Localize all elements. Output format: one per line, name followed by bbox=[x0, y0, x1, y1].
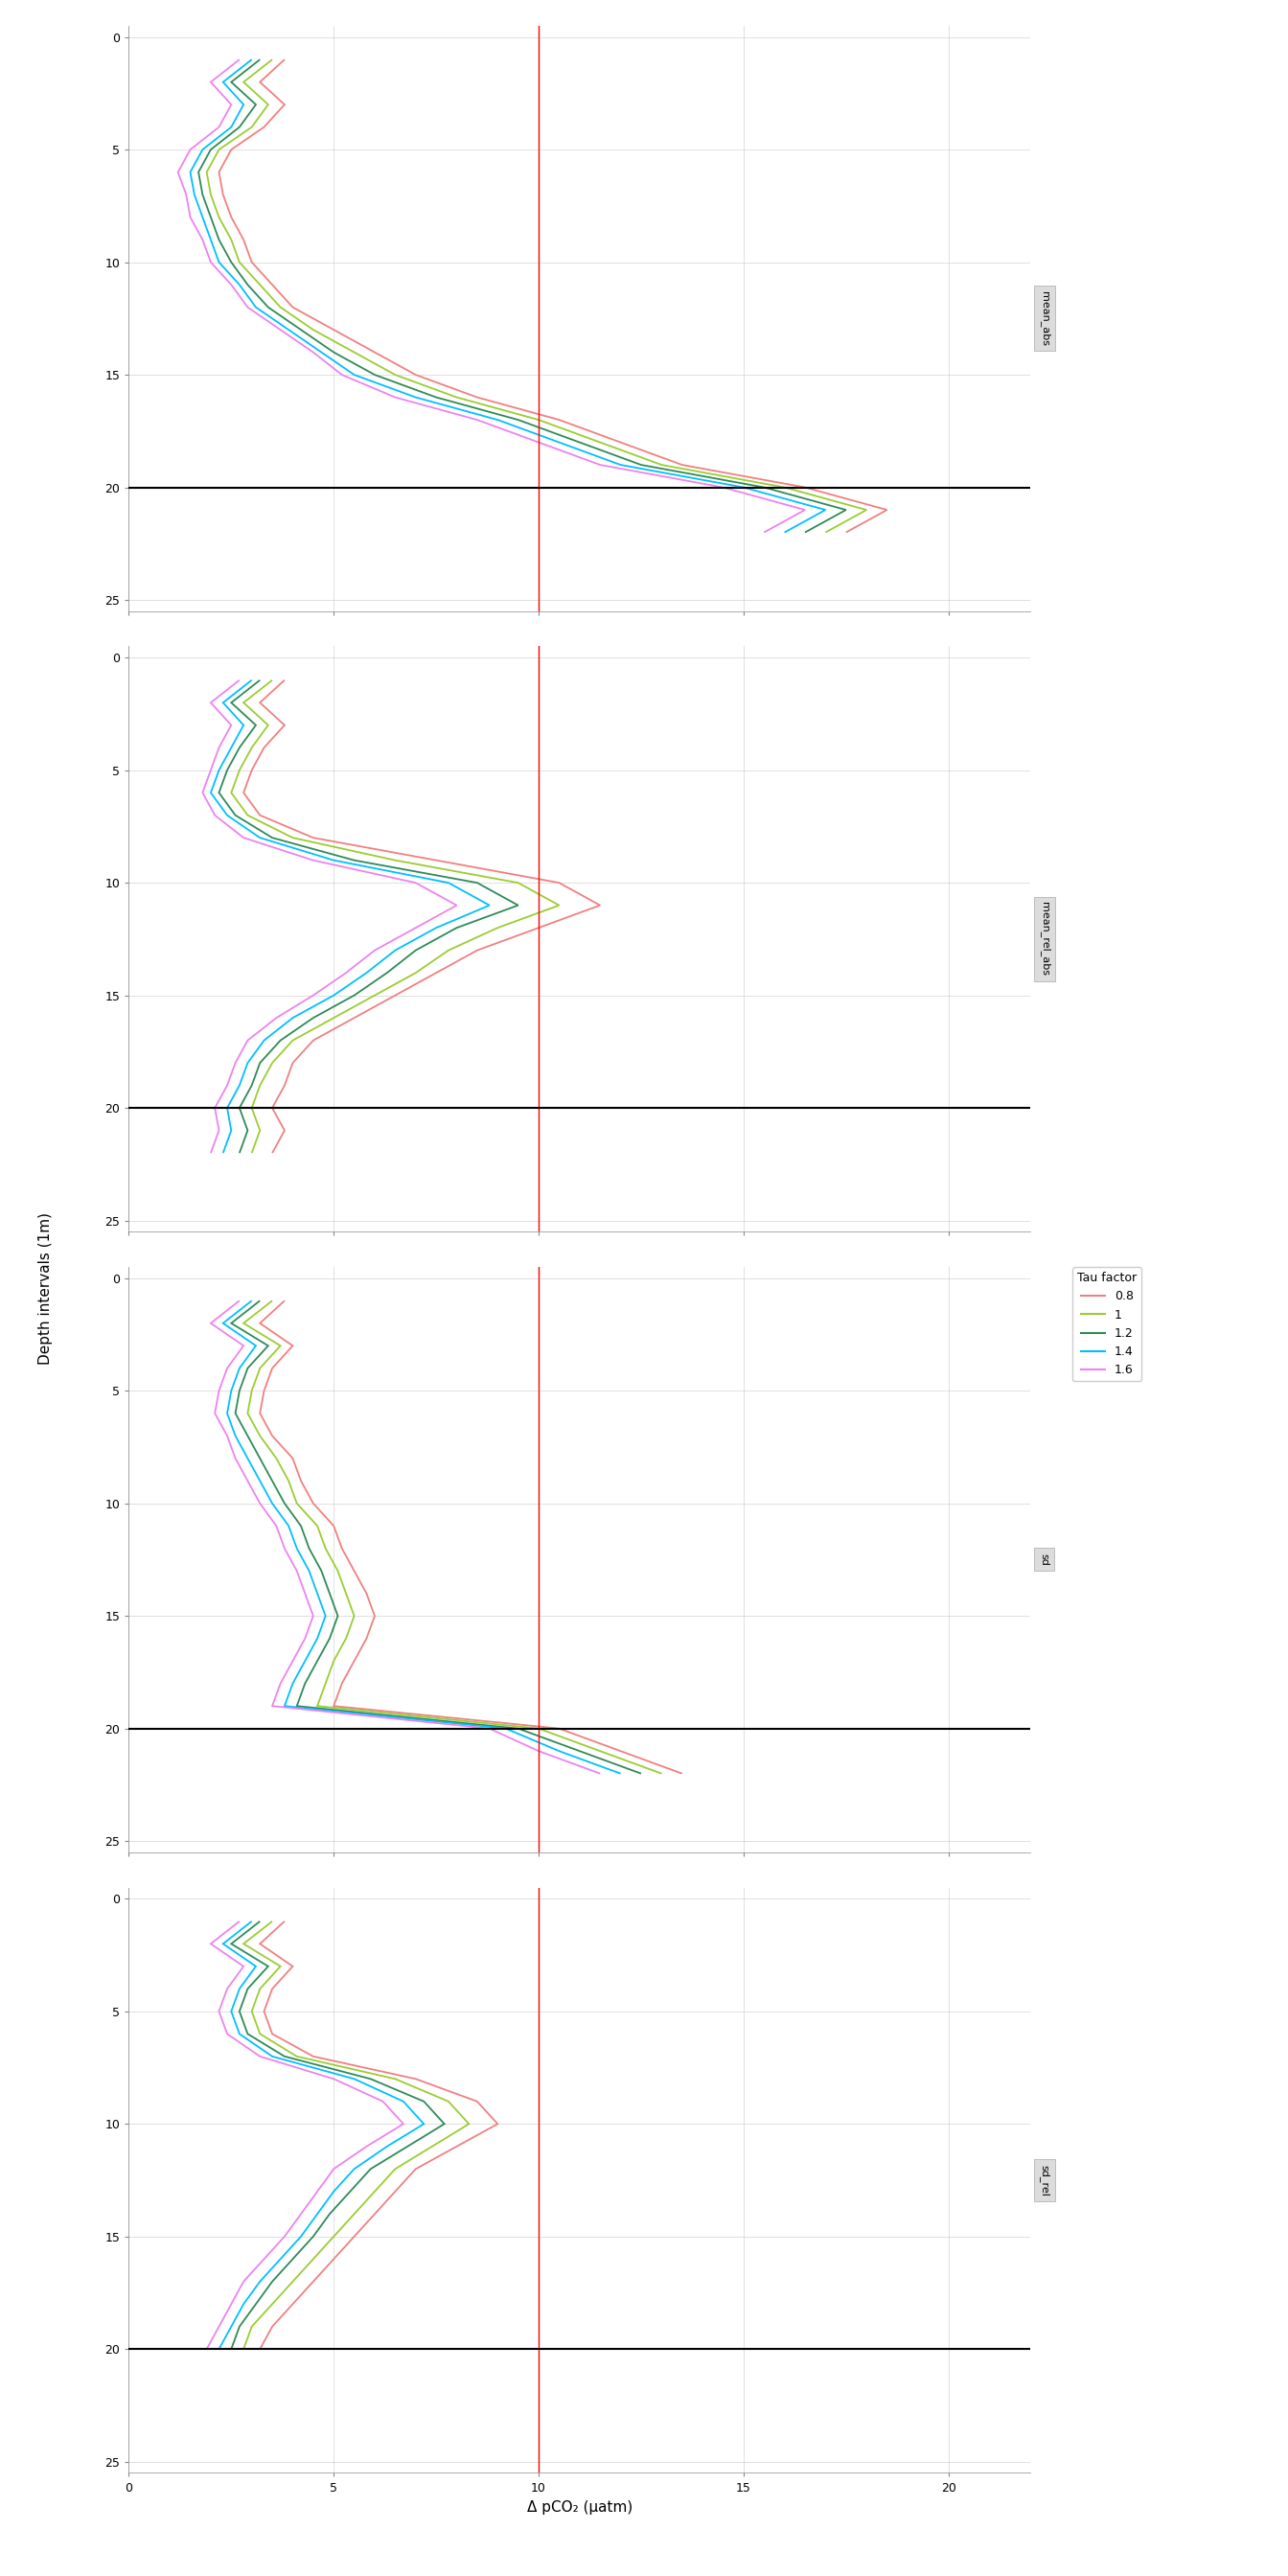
Text: Depth intervals (1m): Depth intervals (1m) bbox=[37, 1211, 53, 1365]
X-axis label: Δ pCO₂ (μatm): Δ pCO₂ (μatm) bbox=[527, 2501, 632, 2514]
Text: mean_abs: mean_abs bbox=[1039, 291, 1050, 345]
Text: mean_rel_abs: mean_rel_abs bbox=[1039, 902, 1050, 976]
Text: sd_rel: sd_rel bbox=[1039, 2164, 1050, 2195]
Legend: 0.8, 1, 1.2, 1.4, 1.6: 0.8, 1, 1.2, 1.4, 1.6 bbox=[1073, 1267, 1141, 1381]
Text: sd: sd bbox=[1039, 1553, 1048, 1566]
